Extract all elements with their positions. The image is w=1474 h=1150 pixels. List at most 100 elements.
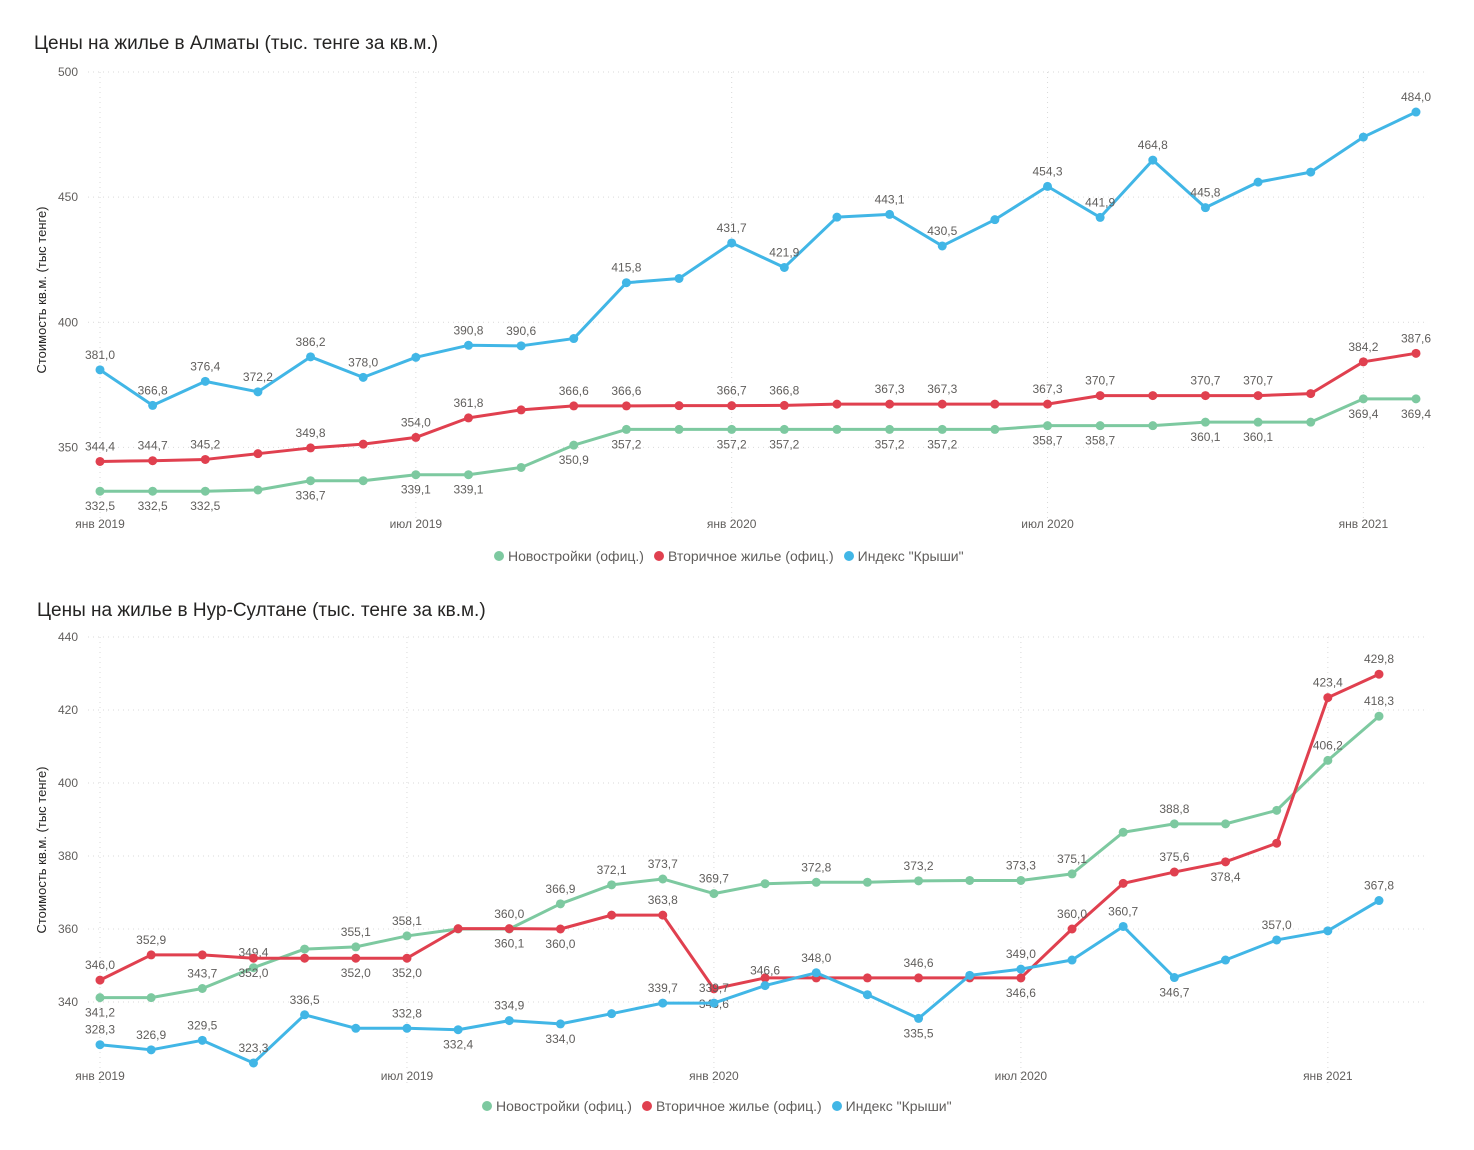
- data-point: [411, 470, 421, 480]
- series-2: 328,3 326,9 329,5 323,3 336,5 332,8 332,4 334,9…: [85, 879, 1394, 1068]
- data-label: 415,8: [611, 261, 641, 275]
- data-point: [727, 401, 737, 411]
- data-point: [674, 273, 684, 283]
- data-point: [402, 1023, 412, 1033]
- data-point: [463, 413, 473, 423]
- data-label: 366,8: [138, 383, 168, 397]
- legend-marker-icon: [831, 1101, 842, 1111]
- data-label: 354,0: [401, 415, 431, 429]
- data-point: [1148, 391, 1158, 401]
- legend-label: Новостройки (офиц.): [496, 1098, 632, 1114]
- data-point: [351, 942, 361, 952]
- data-point: [516, 341, 526, 351]
- data-point: [709, 998, 719, 1008]
- data-label: 349,0: [1006, 947, 1036, 961]
- x-tick-label: янв 2020: [689, 1069, 739, 1083]
- data-point: [1016, 973, 1026, 983]
- data-label: 326,9: [136, 1028, 166, 1042]
- x-tick-label: июл 2020: [1021, 517, 1074, 531]
- data-label: 339,7: [648, 981, 678, 995]
- data-point: [1118, 921, 1128, 931]
- data-point: [832, 212, 842, 222]
- data-label: 352,0: [238, 966, 268, 980]
- data-label: 423,4: [1313, 676, 1343, 690]
- data-point: [1043, 399, 1053, 409]
- x-tick-label: июл 2020: [995, 1069, 1048, 1083]
- legend-item-new-buildings[interactable]: Новостройки (офиц.): [482, 1098, 632, 1114]
- data-point: [1253, 177, 1263, 187]
- data-point: [1016, 964, 1026, 974]
- data-label: 373,2: [904, 859, 934, 873]
- data-point: [885, 399, 895, 409]
- data-point: [727, 424, 737, 434]
- data-point: [300, 944, 310, 954]
- data-label: 375,6: [1159, 850, 1189, 864]
- data-point: [862, 877, 872, 887]
- data-point: [937, 399, 947, 409]
- data-label: 352,9: [136, 933, 166, 947]
- data-label: 363,8: [648, 893, 678, 907]
- data-label: 421,9: [769, 245, 799, 259]
- data-point: [1323, 926, 1333, 936]
- legend-item-secondary-housing[interactable]: Вторичное жилье (офиц.): [653, 548, 834, 564]
- legend-marker-icon: [641, 1101, 652, 1111]
- data-label: 336,5: [290, 993, 320, 1007]
- data-label: 332,5: [85, 499, 115, 513]
- legend-item-secondary-housing[interactable]: Вторичное жилье (офиц.): [641, 1098, 822, 1114]
- legend-item-krisha-index[interactable]: Индекс "Крыши": [843, 548, 964, 564]
- data-label: 332,5: [190, 499, 220, 513]
- data-label: 370,7: [1243, 374, 1273, 388]
- data-point: [1095, 421, 1105, 431]
- data-point: [148, 400, 158, 410]
- data-point: [1306, 389, 1316, 399]
- data-label: 357,2: [875, 437, 905, 451]
- data-point: [306, 352, 316, 362]
- data-label: 360,0: [545, 937, 575, 951]
- data-label: 360,1: [1243, 430, 1273, 444]
- data-point: [402, 931, 412, 941]
- data-point: [1169, 973, 1179, 983]
- data-point: [779, 424, 789, 434]
- data-point: [965, 875, 975, 885]
- chart-legend: Новостройки (офиц.) Вторичное жилье (офи…: [482, 1098, 952, 1114]
- data-point: [990, 399, 1000, 409]
- data-point: [146, 950, 156, 960]
- legend-marker-icon: [843, 551, 854, 561]
- data-label: 329,5: [187, 1018, 217, 1032]
- legend-item-krisha-index[interactable]: Индекс "Крыши": [831, 1098, 952, 1114]
- data-point: [621, 278, 631, 288]
- data-label: 370,7: [1190, 374, 1220, 388]
- data-point: [555, 899, 565, 909]
- data-point: [453, 1025, 463, 1035]
- data-point: [607, 1009, 617, 1019]
- data-label: 332,4: [443, 1038, 473, 1052]
- data-point: [1148, 155, 1158, 165]
- data-point: [200, 454, 210, 464]
- data-point: [727, 238, 737, 248]
- data-point: [248, 953, 258, 963]
- legend-item-new-buildings[interactable]: Новостройки (офиц.): [494, 548, 644, 564]
- series-0: 332,5 332,5 332,5 336,7 339,1 339,1 350,9 357,2…: [85, 394, 1431, 513]
- legend-label: Новостройки (офиц.): [508, 548, 644, 564]
- data-label: 372,8: [801, 860, 831, 874]
- data-point: [197, 950, 207, 960]
- x-tick-label: янв 2019: [75, 1069, 125, 1083]
- data-point: [569, 440, 579, 450]
- nur-sultan-chart-svg: 340 360 380 400 420 440 янв 2019 июл 2019 янв 20…: [34, 630, 1428, 1087]
- data-label: 390,8: [453, 323, 483, 337]
- data-point: [411, 352, 421, 362]
- data-label: 332,5: [138, 499, 168, 513]
- data-point: [1253, 417, 1263, 427]
- data-point: [248, 1058, 258, 1068]
- legend-label: Индекс "Крыши": [857, 548, 964, 564]
- data-point: [197, 1035, 207, 1045]
- data-label: 360,0: [1057, 907, 1087, 921]
- data-label: 341,2: [85, 1006, 115, 1020]
- data-label: 339,1: [453, 483, 483, 497]
- data-point: [95, 975, 105, 985]
- data-point: [253, 485, 263, 495]
- data-label: 367,8: [1364, 879, 1394, 893]
- data-label: 431,7: [717, 221, 747, 235]
- data-point: [1272, 935, 1282, 945]
- data-point: [200, 376, 210, 386]
